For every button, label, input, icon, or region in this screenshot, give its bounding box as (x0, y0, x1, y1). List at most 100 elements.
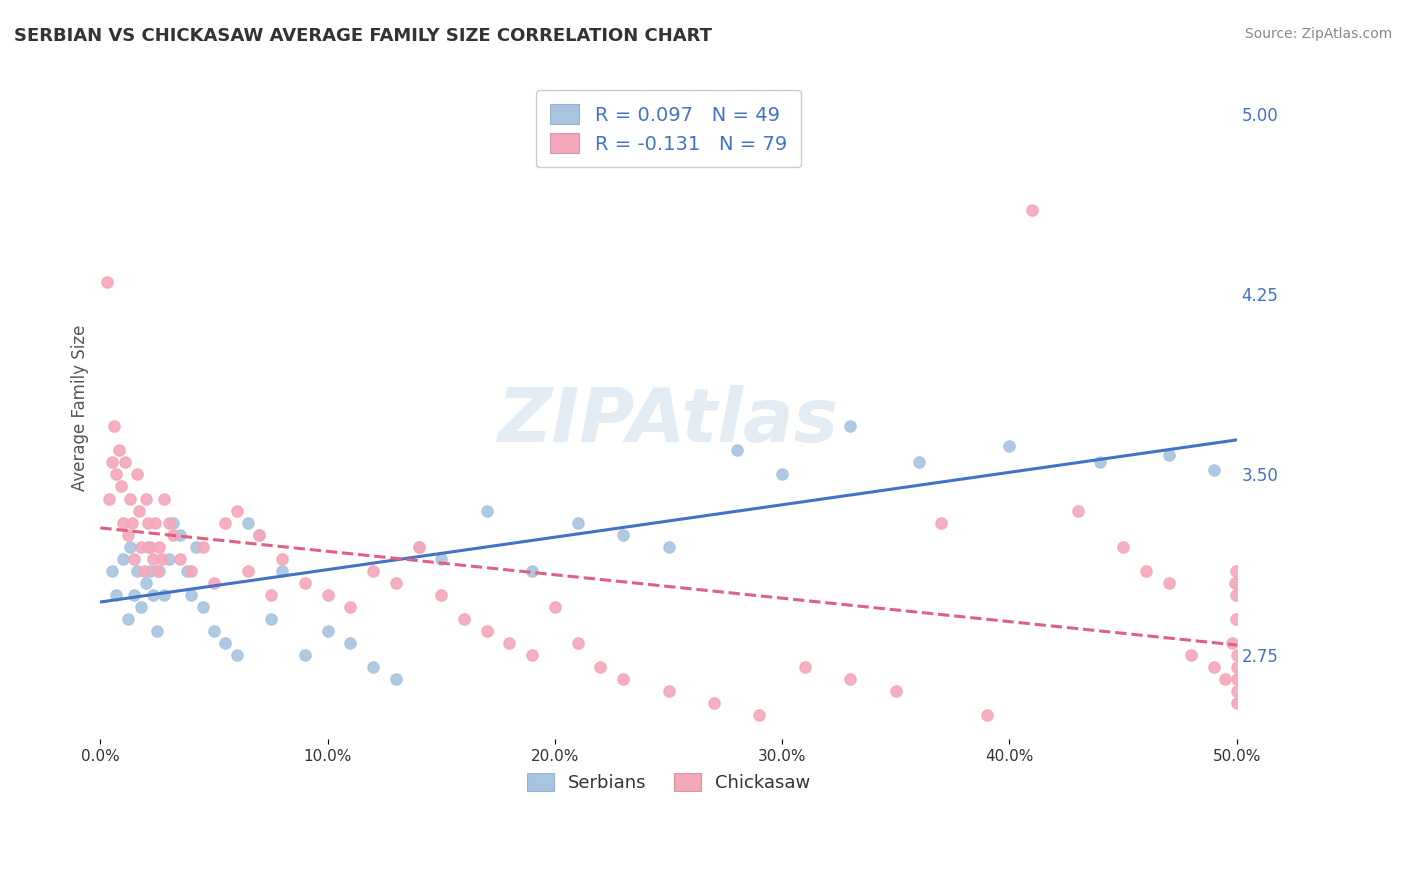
Point (103, 419, 125, 434)
Point (1220, 636, 1243, 650)
Point (567, 516, 589, 530)
Point (162, 527, 184, 541)
Text: Source: ZipAtlas.com: Source: ZipAtlas.com (1244, 27, 1392, 41)
Point (612, 527, 634, 541)
Point (125, 564, 148, 578)
Point (271, 551, 294, 566)
Point (498, 636, 520, 650)
Point (176, 564, 198, 578)
Point (430, 551, 453, 566)
Point (1202, 462, 1225, 476)
Point (361, 564, 384, 578)
Point (105, 588, 128, 602)
Point (236, 516, 259, 530)
Point (408, 540, 430, 554)
Point (129, 599, 152, 614)
Point (1157, 448, 1180, 462)
Point (129, 540, 152, 554)
Point (475, 624, 498, 638)
Point (184, 540, 207, 554)
Point (128, 503, 150, 517)
Point (153, 491, 176, 506)
Point (153, 588, 176, 602)
Point (124, 551, 146, 566)
Point (1225, 588, 1247, 602)
Point (105, 467, 128, 482)
Point (522, 564, 544, 578)
Point (117, 527, 139, 541)
Point (249, 527, 271, 541)
Point (998, 439, 1021, 453)
Point (148, 564, 170, 578)
Point (150, 551, 173, 566)
Point (1202, 660, 1225, 674)
Point (125, 467, 148, 482)
Point (907, 455, 929, 469)
Point (260, 588, 283, 602)
Point (180, 588, 202, 602)
Point (107, 443, 129, 458)
Point (100, 455, 122, 469)
Point (169, 551, 191, 566)
Point (135, 575, 157, 590)
Point (1226, 696, 1249, 710)
Point (136, 540, 159, 554)
Point (121, 516, 143, 530)
Point (544, 599, 567, 614)
Point (294, 575, 316, 590)
Point (142, 588, 165, 602)
Point (976, 708, 998, 723)
Point (225, 648, 247, 662)
Point (271, 564, 294, 578)
Point (839, 419, 862, 434)
Point (522, 648, 544, 662)
Point (112, 516, 135, 530)
Legend: Serbians, Chickasaw: Serbians, Chickasaw (516, 762, 821, 803)
Point (294, 648, 316, 662)
Point (430, 588, 453, 602)
Point (1135, 564, 1157, 578)
Point (748, 708, 770, 723)
Point (1225, 564, 1247, 578)
Point (1066, 503, 1088, 517)
Point (225, 503, 247, 517)
Point (1223, 575, 1246, 590)
Point (1226, 684, 1249, 698)
Point (169, 527, 191, 541)
Point (1157, 575, 1180, 590)
Point (658, 540, 681, 554)
Point (260, 612, 283, 626)
Point (385, 575, 408, 590)
Point (191, 599, 214, 614)
Point (567, 636, 589, 650)
Point (1225, 648, 1247, 662)
Point (112, 551, 135, 566)
Y-axis label: Average Family Size: Average Family Size (72, 325, 89, 491)
Point (157, 516, 180, 530)
Point (146, 624, 169, 638)
Point (929, 516, 952, 530)
Point (148, 540, 170, 554)
Point (100, 564, 122, 578)
Point (1215, 672, 1237, 686)
Point (316, 588, 339, 602)
Point (1226, 672, 1249, 686)
Point (1226, 660, 1249, 674)
Point (118, 540, 141, 554)
Point (361, 660, 384, 674)
Point (202, 624, 225, 638)
Point (132, 564, 155, 578)
Point (236, 564, 259, 578)
Point (124, 588, 146, 602)
Point (139, 540, 162, 554)
Point (385, 672, 408, 686)
Point (139, 564, 162, 578)
Point (249, 527, 271, 541)
Point (96, 275, 118, 289)
Point (770, 467, 793, 482)
Point (98, 491, 121, 506)
Point (408, 540, 430, 554)
Point (703, 696, 725, 710)
Point (589, 660, 612, 674)
Point (475, 503, 498, 517)
